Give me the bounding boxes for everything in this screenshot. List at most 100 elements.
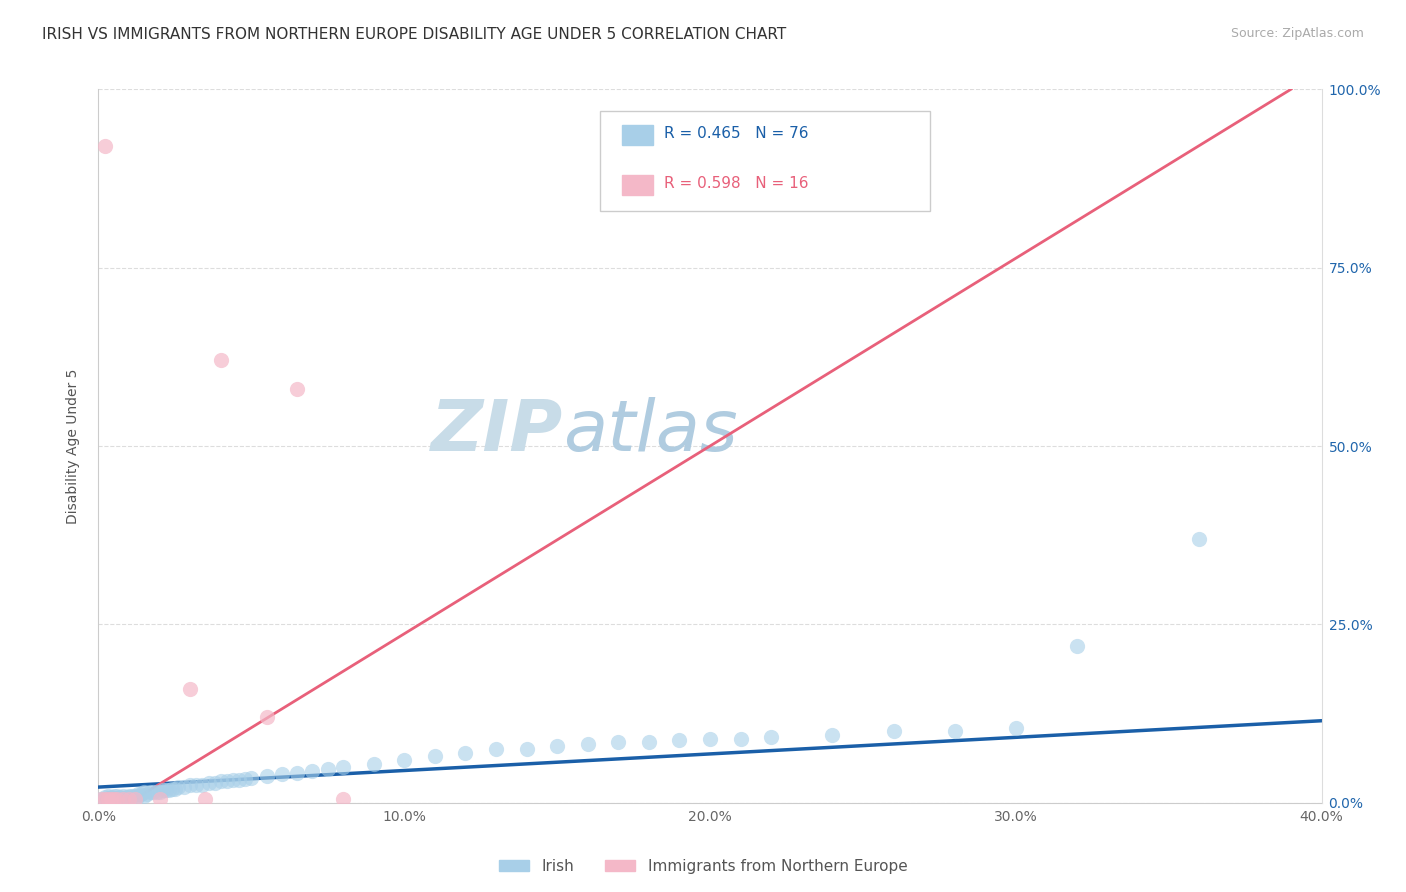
- Point: [179, 681, 201, 696]
- Point: [134, 785, 156, 799]
- FancyBboxPatch shape: [621, 125, 652, 145]
- Point: [142, 785, 165, 799]
- Point: [233, 772, 256, 787]
- Point: [108, 790, 131, 805]
- Point: [186, 778, 208, 792]
- Text: Source: ZipAtlas.com: Source: ZipAtlas.com: [1230, 27, 1364, 40]
- Point: [1066, 639, 1088, 653]
- Text: ZIP: ZIP: [432, 397, 564, 467]
- Legend: Irish, Immigrants from Northern Europe: Irish, Immigrants from Northern Europe: [492, 853, 914, 880]
- Point: [149, 792, 172, 806]
- Text: R = 0.465   N = 76: R = 0.465 N = 76: [664, 126, 808, 141]
- Point: [228, 772, 250, 787]
- Point: [1188, 532, 1211, 546]
- Point: [256, 769, 278, 783]
- Point: [204, 776, 226, 790]
- Point: [285, 382, 308, 396]
- Point: [105, 790, 128, 805]
- Point: [127, 787, 149, 801]
- Point: [121, 789, 143, 803]
- Point: [173, 780, 195, 794]
- Point: [145, 785, 167, 799]
- Point: [97, 790, 120, 805]
- Text: IRISH VS IMMIGRANTS FROM NORTHERN EUROPE DISABILITY AGE UNDER 5 CORRELATION CHAR: IRISH VS IMMIGRANTS FROM NORTHERN EUROPE…: [42, 27, 786, 42]
- Point: [332, 760, 354, 774]
- Point: [108, 792, 131, 806]
- Point: [97, 792, 120, 806]
- Point: [730, 731, 752, 746]
- Point: [191, 778, 214, 792]
- Point: [285, 765, 308, 780]
- Point: [157, 783, 180, 797]
- Point: [118, 790, 141, 805]
- Point: [883, 724, 905, 739]
- Point: [152, 783, 174, 797]
- Point: [93, 792, 115, 806]
- Point: [167, 780, 190, 794]
- Point: [943, 724, 966, 739]
- Point: [100, 792, 122, 806]
- Point: [118, 789, 141, 803]
- Point: [423, 749, 446, 764]
- Text: atlas: atlas: [564, 397, 738, 467]
- Point: [124, 789, 146, 803]
- Point: [301, 764, 323, 778]
- Point: [209, 353, 232, 368]
- Point: [179, 778, 201, 792]
- Point: [103, 792, 125, 806]
- Point: [93, 790, 115, 805]
- Point: [576, 737, 599, 751]
- Point: [668, 733, 690, 747]
- Point: [100, 792, 122, 806]
- Point: [197, 776, 219, 790]
- Point: [215, 774, 238, 789]
- Point: [332, 792, 354, 806]
- Point: [163, 781, 186, 796]
- Point: [821, 728, 844, 742]
- Point: [139, 785, 162, 799]
- FancyBboxPatch shape: [621, 175, 652, 194]
- Text: R = 0.598   N = 16: R = 0.598 N = 16: [664, 176, 808, 191]
- Point: [134, 789, 156, 803]
- Point: [485, 742, 508, 756]
- Point: [103, 792, 125, 806]
- Point: [90, 792, 112, 806]
- Point: [194, 792, 217, 806]
- Point: [209, 774, 232, 789]
- Point: [97, 789, 120, 803]
- Point: [546, 739, 568, 753]
- Point: [155, 783, 177, 797]
- Point: [105, 792, 128, 806]
- Point: [129, 787, 152, 801]
- Point: [316, 762, 339, 776]
- Point: [105, 789, 128, 803]
- Point: [149, 785, 172, 799]
- Point: [136, 787, 159, 801]
- Point: [270, 767, 292, 781]
- Point: [516, 742, 538, 756]
- Point: [103, 789, 125, 803]
- Point: [607, 735, 630, 749]
- Point: [392, 753, 416, 767]
- Point: [90, 792, 112, 806]
- Point: [103, 790, 125, 805]
- Point: [127, 789, 149, 803]
- Point: [93, 792, 115, 806]
- Point: [124, 792, 146, 806]
- Point: [240, 771, 263, 785]
- Point: [160, 781, 183, 796]
- Point: [100, 790, 122, 805]
- Point: [363, 756, 385, 771]
- Point: [1004, 721, 1026, 735]
- Point: [111, 789, 134, 803]
- Point: [637, 735, 661, 749]
- Y-axis label: Disability Age Under 5: Disability Age Under 5: [66, 368, 80, 524]
- Point: [222, 772, 245, 787]
- Point: [115, 790, 138, 805]
- Point: [97, 792, 120, 806]
- Point: [759, 730, 782, 744]
- Point: [118, 792, 141, 806]
- FancyBboxPatch shape: [600, 111, 931, 211]
- Point: [93, 139, 115, 153]
- Point: [111, 790, 134, 805]
